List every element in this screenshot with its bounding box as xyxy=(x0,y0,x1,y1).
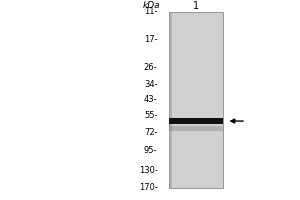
Text: 43-: 43- xyxy=(144,95,158,104)
Text: 170-: 170- xyxy=(139,184,158,192)
Text: 55-: 55- xyxy=(144,111,158,120)
Text: 72-: 72- xyxy=(144,128,158,137)
Bar xyxy=(169,12,224,188)
Text: 34-: 34- xyxy=(144,80,158,89)
Bar xyxy=(169,126,224,131)
Text: 130-: 130- xyxy=(139,166,158,175)
Text: 11-: 11- xyxy=(144,7,158,17)
Bar xyxy=(169,118,224,124)
Text: kDa: kDa xyxy=(143,1,160,10)
Bar xyxy=(169,12,172,188)
Text: 95-: 95- xyxy=(144,146,158,155)
Text: 1: 1 xyxy=(194,1,200,11)
Text: 26-: 26- xyxy=(144,63,158,72)
Text: 17-: 17- xyxy=(144,35,158,44)
